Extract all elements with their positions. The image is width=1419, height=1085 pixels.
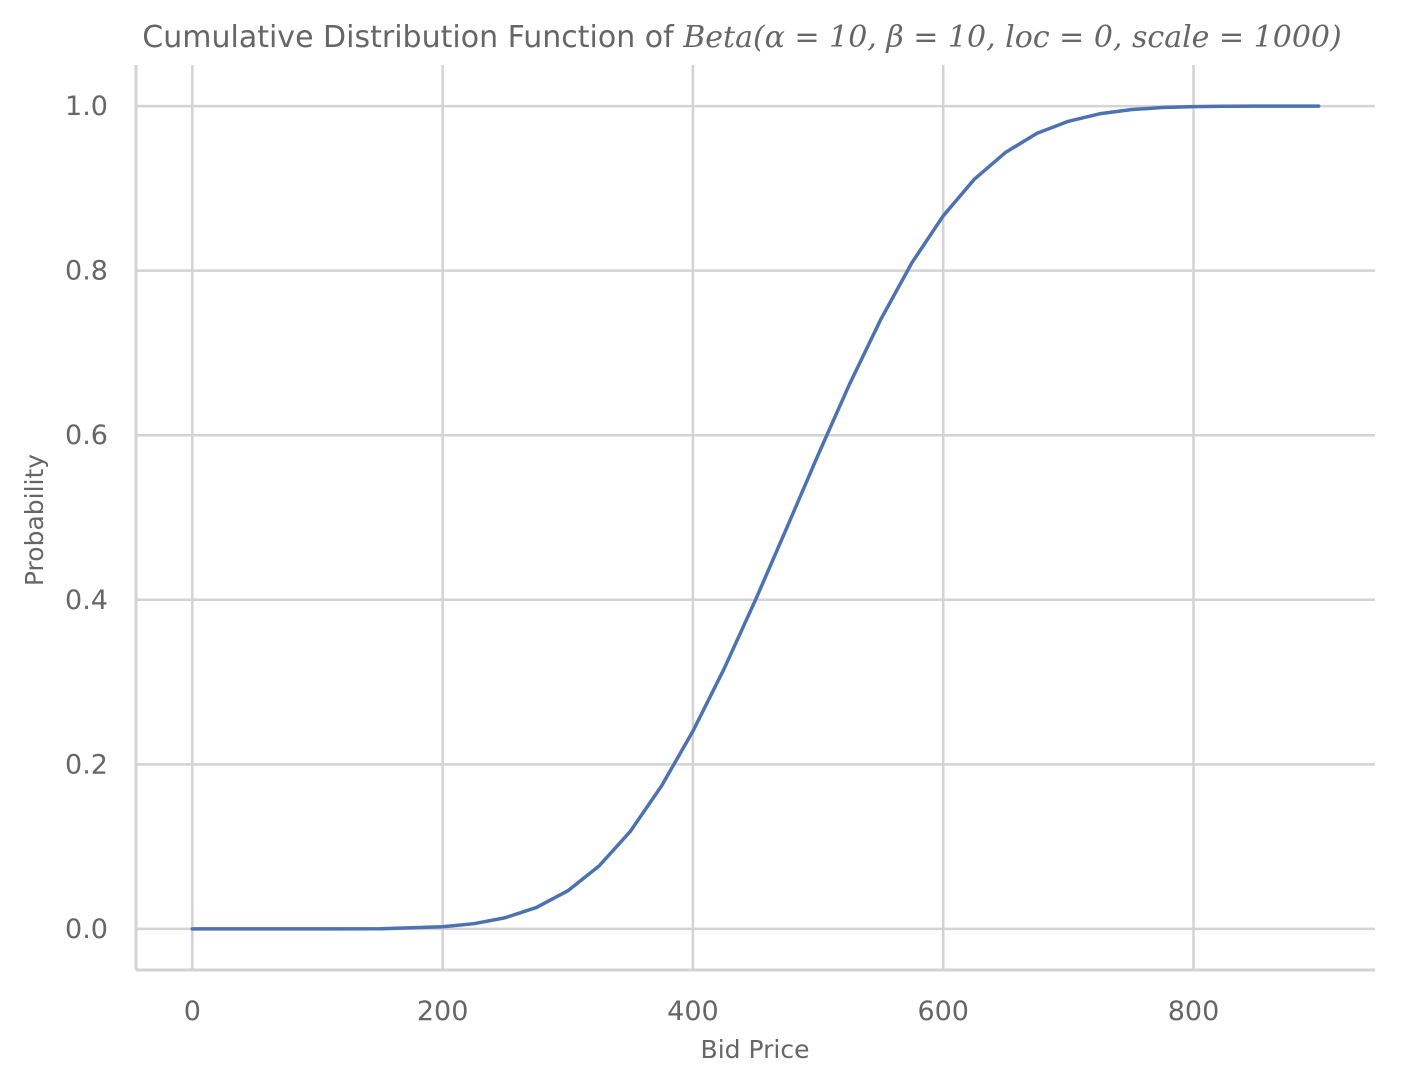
x-tick-label-400: 400 [667, 996, 719, 1027]
x-tick-label-200: 200 [417, 996, 469, 1027]
chart-title-math: Beta(α = 10, β = 10, loc = 0, scale = 10… [682, 20, 1341, 55]
y-tick-label-1.0: 1.0 [65, 91, 108, 122]
axes [134, 65, 1375, 972]
chart-title-prefix: Cumulative Distribution Function of [142, 20, 683, 55]
chart-title: Cumulative Distribution Function of Beta… [142, 20, 1341, 55]
grid [136, 65, 1375, 970]
cdf-line-0 [190, 104, 1321, 931]
tick-labels: 0 200 400 600 800 0.0 0.2 0.4 0.6 0.8 1.0 [65, 91, 1219, 1027]
y-tick-label-0.2: 0.2 [65, 749, 108, 780]
x-tick-label-600: 600 [917, 996, 969, 1027]
x-axis-label: Bid Price [701, 1035, 810, 1064]
x-tick-label-800: 800 [1168, 996, 1220, 1027]
y-tick-label-0.0: 0.0 [65, 914, 108, 945]
y-tick-label-0.8: 0.8 [65, 256, 108, 287]
series-layer [190, 104, 1321, 931]
y-axis-label: Probability [20, 454, 49, 586]
y-tick-label-0.6: 0.6 [65, 420, 108, 451]
y-tick-label-0.4: 0.4 [65, 585, 108, 616]
x-tick-label-0: 0 [184, 996, 201, 1027]
